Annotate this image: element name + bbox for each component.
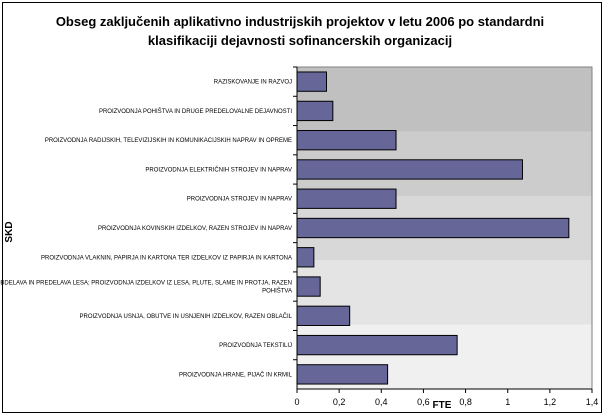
x-tick-label: 1: [505, 397, 510, 407]
plot-background-band: [297, 67, 592, 132]
category-label: PROIZVODNJA ELEKTRIČNIH STROJEV IN NAPRA…: [145, 166, 292, 173]
bar: [296, 217, 570, 239]
bar: [296, 305, 351, 326]
x-tick-label: 0,6: [417, 397, 430, 407]
chart-title: Obseg zaključenih aplikativno industrijs…: [55, 14, 545, 48]
bar: [296, 276, 321, 297]
y-axis-label: SKD: [4, 221, 15, 242]
x-tick-label: 0: [294, 397, 299, 407]
category-label: OBDELAVA IN PREDELAVA LESA; PROIZVODNJA …: [0, 281, 292, 287]
bar: [296, 188, 397, 209]
category-label: PROIZVODNJA HRANE, PIJAČ IN KRMIL: [179, 371, 293, 378]
bar: [296, 71, 327, 92]
x-axis-label: FTE: [433, 400, 452, 411]
bar: [296, 364, 389, 385]
x-tick-label: 0,2: [333, 397, 346, 407]
x-tick-label: 0,4: [375, 397, 388, 407]
bar: [296, 100, 334, 122]
x-tick-label: 0,8: [459, 397, 472, 407]
category-label: RAZISKOVANJE IN RAZVOJ: [214, 80, 292, 86]
category-label: PROIZVODNJA USNJA, OBUTVE IN USNJENIH IZ…: [80, 313, 293, 320]
category-label: PROIZVODNJA STROJEV IN NAPRAV: [187, 197, 292, 203]
category-label: PROIZVODNJA TEKSTILIJ: [219, 343, 292, 349]
category-label: PROIZVODNJA VLAKNIN, PAPIRJA IN KARTONA …: [41, 255, 292, 261]
category-label: PROIZVODNJA RADIJSKIH, TELEVIZIJSKIH IN …: [45, 138, 292, 144]
bar: [296, 159, 523, 180]
bar: [296, 334, 458, 356]
category-label: PROIZVODNJA POHIŠTVA IN DRUGE PREDELOVAL…: [99, 108, 292, 115]
bar: [296, 130, 397, 151]
x-tick-label: 1,4: [586, 397, 599, 407]
category-label: PROIZVODNJA KOVINSKIH IZDELKOV, RAZEN ST…: [98, 226, 292, 232]
bar: [296, 247, 315, 268]
category-label: POHIŠTVA: [262, 288, 292, 295]
x-tick-label: 1,2: [544, 397, 557, 407]
